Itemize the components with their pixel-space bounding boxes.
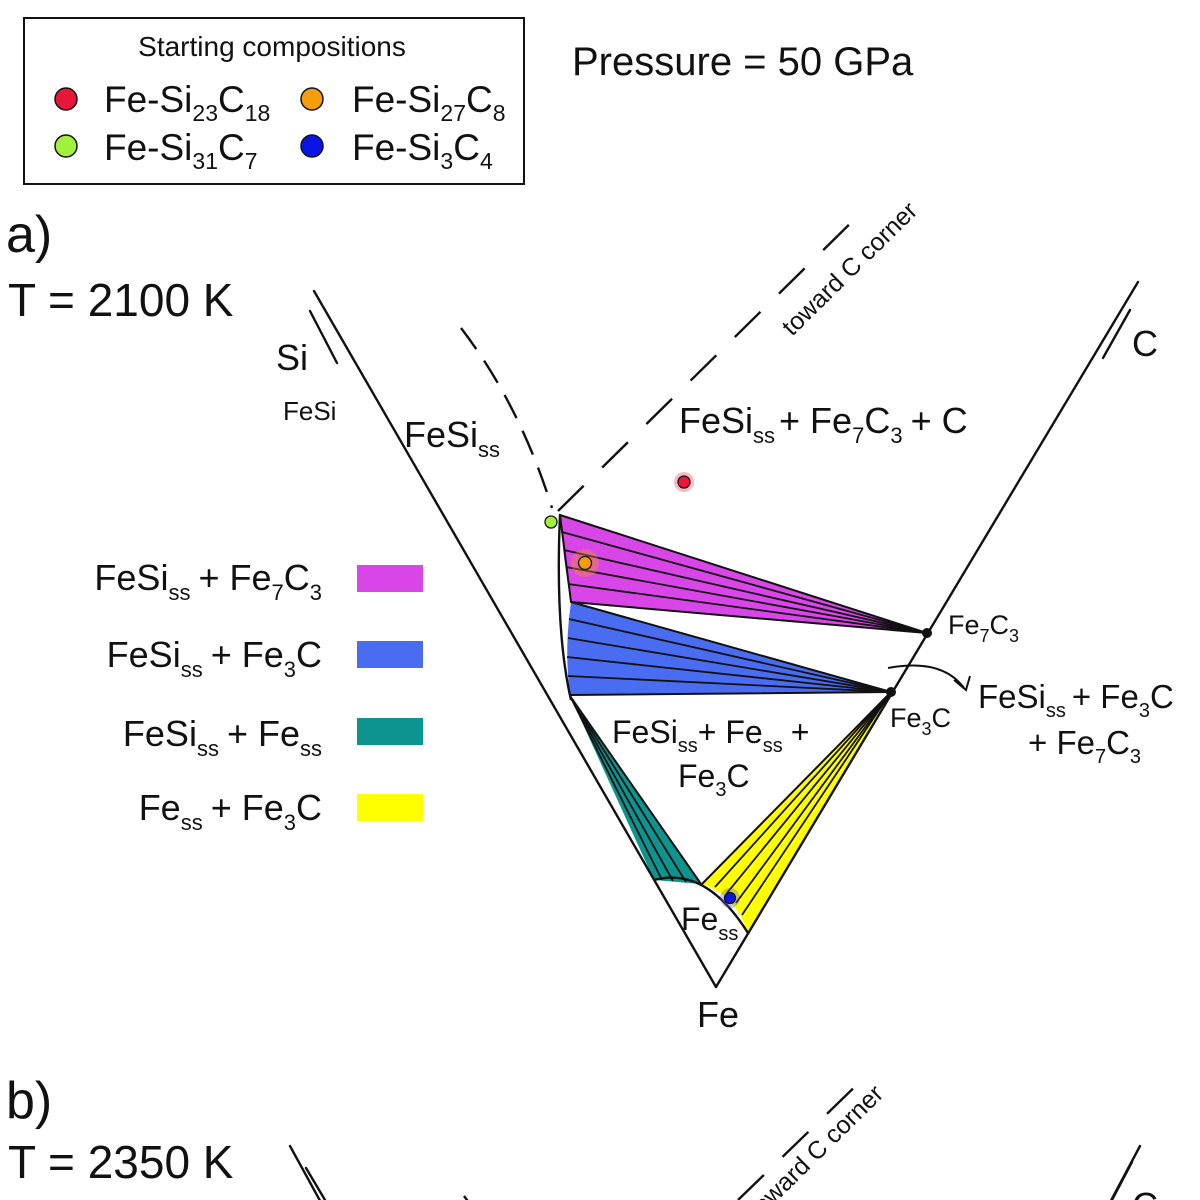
legend-marker-fesi3c4 xyxy=(300,134,324,158)
region-outline xyxy=(558,513,928,634)
c-direction-marker xyxy=(1101,308,1132,360)
tie-lines xyxy=(561,531,928,916)
panel-b-temperature: T = 2350 K xyxy=(8,1136,234,1188)
fesi-ss-field-label: FeSiss xyxy=(404,414,500,462)
region-legend-swatch-fess-fe3c xyxy=(357,794,423,821)
fesi-marker-label: FeSi xyxy=(283,396,336,426)
region-outline xyxy=(569,695,702,885)
legend-marker-fesi23c18 xyxy=(54,87,78,111)
legend-label-fesi23c18: Fe-Si23C18 xyxy=(104,79,270,126)
toward-c-label: toward C corner xyxy=(777,197,923,342)
upper-field-label: FeSiss + Fe7C3 + C xyxy=(679,400,968,448)
sample-fesi31c7 xyxy=(544,515,558,529)
region-outline xyxy=(701,691,892,885)
tie-line xyxy=(714,691,892,888)
region-legend-swatch-fesi-fe3c xyxy=(357,641,423,668)
fe7c3-point xyxy=(922,628,932,638)
si-direction-marker xyxy=(308,309,339,365)
annotation-arrowhead xyxy=(953,675,971,692)
tie-line xyxy=(567,583,928,634)
tie-line xyxy=(726,691,892,894)
tie-line xyxy=(569,695,663,881)
region-legend-label-fesi-fe7c3: FeSiss + Fe7C3 xyxy=(94,557,322,605)
toward-c-dashed-line xyxy=(557,207,867,512)
panel-b-dashed-boundary xyxy=(463,1195,469,1200)
region-fesi-fe3c xyxy=(567,602,891,695)
si-fe-side xyxy=(312,289,718,989)
panel-b-si-fe-side xyxy=(288,1144,321,1200)
tie-line xyxy=(741,691,892,916)
panel-b-c-direction-marker xyxy=(1110,1160,1134,1200)
middle-field-label-line2: Fe3C xyxy=(678,758,750,801)
fe3c-point-label: Fe3C xyxy=(890,703,951,739)
tie-line xyxy=(563,549,928,634)
legend-title: Starting compositions xyxy=(138,31,406,62)
panel-b-c-corner-label: C xyxy=(1132,1185,1158,1200)
middle-field-label-line1: FeSiss+ Fess + xyxy=(612,714,809,757)
panel-b-tag: b) xyxy=(6,1072,52,1130)
tie-line xyxy=(561,531,928,634)
legend-label-fesi3c4: Fe-Si3C4 xyxy=(352,127,493,174)
fesi-ss-boundary xyxy=(557,514,573,701)
sample-fesi27c8 xyxy=(577,555,593,571)
fe-ss-boundary xyxy=(653,876,750,934)
tie-line xyxy=(569,695,687,883)
fesi-ss-dashed-extension xyxy=(460,327,554,509)
annotation-arrow xyxy=(887,664,965,689)
tie-line xyxy=(568,618,892,693)
region-legend: FeSiss + Fe7C3 FeSiss + Fe3C FeSiss + Fess … xyxy=(94,557,423,835)
region-legend-label-fesi-fe3c: FeSiss + Fe3C xyxy=(107,634,322,682)
legend-frame xyxy=(23,17,525,185)
tie-line xyxy=(569,695,674,882)
legend-marker-fesi27c8 xyxy=(300,87,324,111)
panel-b-toward-c-dashed-line xyxy=(737,1075,867,1200)
legend-label-fesi27c8: Fe-Si27C8 xyxy=(352,79,506,126)
legend-marker-fesi31c7 xyxy=(54,134,78,158)
region-legend-label-fesi-fess: FeSiss + Fess xyxy=(123,713,322,761)
tie-line xyxy=(566,656,892,693)
region-legend-swatch-fesi-fe7c3 xyxy=(357,565,423,592)
panel-b-toward-c-label: toward C corner xyxy=(743,1080,889,1200)
sample-fesi3c4 xyxy=(723,891,737,905)
sample-fesi23c18 xyxy=(677,475,691,489)
panel-b-si-direction-marker xyxy=(304,1166,327,1200)
tie-line xyxy=(567,675,892,693)
panel-a-tag: a) xyxy=(6,206,52,264)
tie-line xyxy=(565,566,928,634)
region-legend-swatch-fesi-fess xyxy=(357,718,423,745)
tie-line xyxy=(567,637,892,693)
fe3c-point xyxy=(886,687,896,697)
fe-ss-field-label: Fess xyxy=(681,901,738,945)
c-corner-label: C xyxy=(1132,323,1158,364)
region-legend-label-fess-fe3c: Fess + Fe3C xyxy=(139,787,322,835)
panel-a-temperature: T = 2100 K xyxy=(8,274,234,326)
tie-line xyxy=(735,691,892,904)
three-phase-label-line2: + Fe7C3 xyxy=(1028,724,1141,768)
si-corner-label: Si xyxy=(276,337,308,378)
pressure-label: Pressure = 50 GPa xyxy=(572,40,914,84)
region-fess-fe3c xyxy=(702,692,891,933)
starting-compositions-legend: Starting compositions Fe-Si23C18 Fe-Si27… xyxy=(23,17,525,185)
fe-corner-label: Fe xyxy=(697,994,739,1035)
three-phase-label-line1: FeSiss + Fe3C xyxy=(978,678,1174,722)
legend-label-fesi31c7: Fe-Si31C7 xyxy=(104,127,258,174)
fe7c3-point-label: Fe7C3 xyxy=(948,610,1019,646)
